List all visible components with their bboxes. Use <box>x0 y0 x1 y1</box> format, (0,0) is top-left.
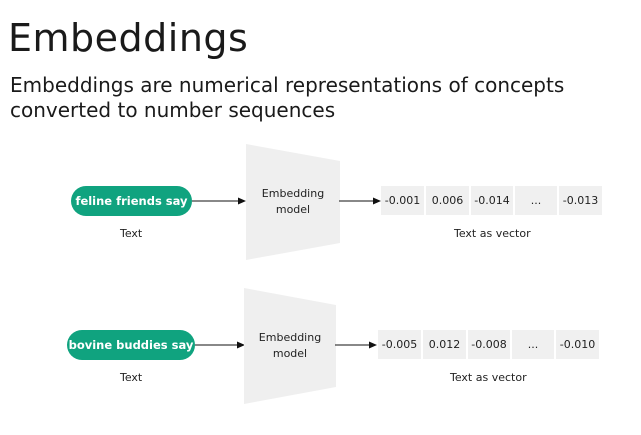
vector-cell: -0.014 <box>471 186 513 215</box>
embedding-model-label: Embedding model <box>246 186 340 218</box>
model-label-line1: Embedding <box>258 331 322 344</box>
vector-cells: -0.001 0.006 -0.014 ... -0.013 <box>381 186 602 215</box>
arrow-icon <box>192 197 246 205</box>
vector-cell: ... <box>512 330 554 359</box>
embedding-row-2: bovine buddies say Text Embedding model … <box>0 286 641 416</box>
vector-caption: Text as vector <box>450 371 527 384</box>
vector-cell: -0.010 <box>556 330 599 359</box>
arrow-icon <box>339 197 381 205</box>
vector-cell: -0.008 <box>468 330 510 359</box>
vector-cell: -0.005 <box>378 330 421 359</box>
vector-cell: 0.006 <box>426 186 469 215</box>
embedding-model-shape: Embedding model <box>246 144 340 260</box>
embedding-model-label: Embedding model <box>244 330 336 362</box>
text-input-pill: bovine buddies say <box>67 330 195 360</box>
trapezoid-shape <box>246 144 340 260</box>
vector-cell: 0.012 <box>423 330 466 359</box>
model-label-line2: model <box>275 203 311 216</box>
embedding-model-shape: Embedding model <box>244 288 336 404</box>
trapezoid-shape <box>244 288 336 404</box>
page-title: Embeddings <box>8 16 249 60</box>
page-subtitle: Embeddings are numerical representations… <box>10 73 565 122</box>
model-label-line2: model <box>272 347 308 360</box>
vector-caption: Text as vector <box>454 227 531 240</box>
model-label-line1: Embedding <box>261 187 325 200</box>
embedding-row-1: feline friends say Text Embedding model … <box>0 140 641 270</box>
vector-cell: ... <box>515 186 557 215</box>
arrow-icon <box>335 341 377 349</box>
text-caption: Text <box>120 227 143 240</box>
vector-cells: -0.005 0.012 -0.008 ... -0.010 <box>378 330 599 359</box>
arrow-icon <box>195 341 245 349</box>
text-input-pill: feline friends say <box>71 186 192 216</box>
vector-cell: -0.001 <box>381 186 424 215</box>
vector-cell: -0.013 <box>559 186 602 215</box>
text-caption: Text <box>120 371 143 384</box>
